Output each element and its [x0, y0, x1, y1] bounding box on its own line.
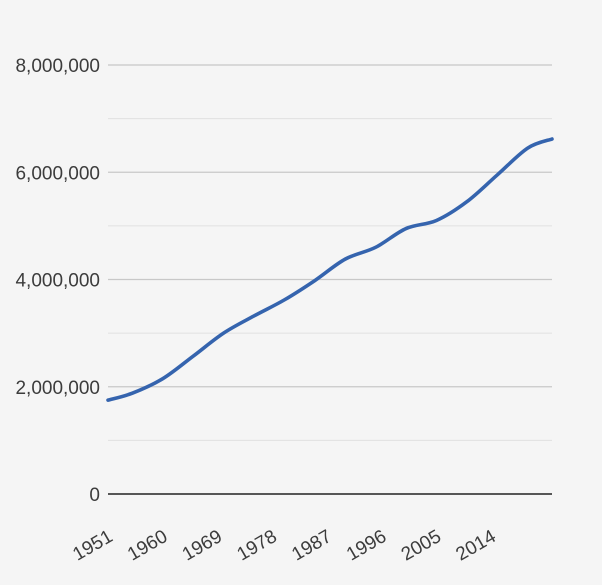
x-tick-label: 1996 [343, 526, 390, 565]
y-tick-label: 6,000,000 [15, 163, 100, 184]
y-tick-label: 2,000,000 [15, 378, 100, 399]
x-tick-label: 1978 [234, 526, 281, 565]
series-line [106, 137, 554, 402]
x-tick-label: 1951 [69, 526, 116, 565]
y-tick-label: 0 [89, 485, 100, 506]
x-tick-label: 1960 [124, 526, 171, 565]
x-tick-label: 1969 [179, 526, 226, 565]
x-tick-label: 2014 [453, 526, 500, 566]
y-tick-label: 8,000,000 [15, 56, 100, 77]
y-tick-label: 4,000,000 [15, 271, 100, 292]
x-tick-label: 2005 [398, 526, 445, 565]
x-tick-label: 1987 [288, 526, 335, 565]
